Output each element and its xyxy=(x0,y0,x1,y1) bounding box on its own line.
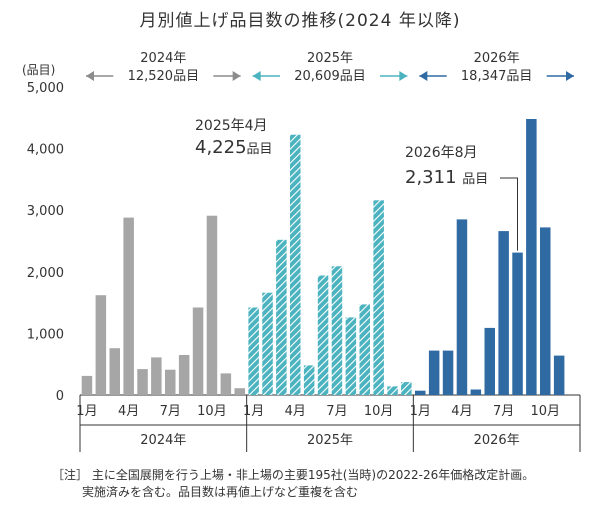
x-tick-label: 7月 xyxy=(160,404,181,419)
total-arrow-left-head xyxy=(252,71,261,81)
bar-2024年-2 xyxy=(95,295,107,395)
annotation-leader-line xyxy=(500,177,518,251)
bar-2025年-6 xyxy=(317,275,329,395)
bar-2026年-7 xyxy=(498,231,509,395)
bar-2025年-5 xyxy=(303,365,315,395)
bar-2026年-1 xyxy=(415,390,426,395)
footnote-line-1: ［注］ 主に全国展開を行う上場・非上場の主要195社(当時)の2022-26年価… xyxy=(52,468,535,482)
bar-2026年-10 xyxy=(540,227,551,395)
x-tick-label: 1月 xyxy=(410,404,431,419)
bar-2024年-7 xyxy=(165,369,176,395)
x-tick-label: 10月 xyxy=(531,404,561,419)
bar-2026年-4 xyxy=(456,219,468,395)
bar-2024年-8 xyxy=(178,355,190,395)
bar-2024年-1 xyxy=(81,375,93,395)
bar-2025年-7 xyxy=(331,266,343,395)
year-total-value: 20,609品目 xyxy=(294,69,366,84)
x-tick-label: 10月 xyxy=(197,404,227,419)
annotation-2026-08-label: 2026年8月 xyxy=(405,145,478,161)
bar-2026年-6 xyxy=(484,327,495,395)
y-tick-label: 0 xyxy=(56,389,64,404)
bar-2025年-2 xyxy=(262,292,273,395)
bar-2026年-5 xyxy=(470,389,482,395)
bar-2024年-6 xyxy=(151,357,162,395)
x-group-label-year: 2024年 xyxy=(140,433,186,448)
total-arrow-left-head xyxy=(86,71,94,81)
x-group-label-year: 2025年 xyxy=(307,433,353,448)
total-arrow-right-head xyxy=(399,71,408,81)
bar-2025年-10 xyxy=(373,200,384,395)
x-tick-label: 7月 xyxy=(493,404,514,419)
year-total-value: 12,520品目 xyxy=(128,69,200,84)
y-tick-label: 2,000 xyxy=(27,266,64,281)
footnote-line-2: 実施済みを含む。品目数は再値上げなど重複を含む xyxy=(82,485,359,499)
x-tick-label: 10月 xyxy=(364,404,394,419)
y-tick-label: 3,000 xyxy=(27,204,64,219)
bar-2025年-1 xyxy=(248,307,259,395)
bar-2026年-2 xyxy=(428,350,440,395)
bar-2024年-10 xyxy=(206,215,218,395)
bar-2026年-9 xyxy=(526,119,537,395)
bar-2025年-9 xyxy=(359,304,370,395)
chart-title: 月別値上げ品目数の推移(2024 年以降) xyxy=(139,11,461,31)
y-tick-label: 1,000 xyxy=(27,327,64,342)
year-total-label: 2024年 xyxy=(140,51,186,66)
year-total-label: 2025年 xyxy=(307,51,353,66)
bar-2026年-11 xyxy=(553,355,565,395)
annotation-2025-04-value: 4,225品目 xyxy=(195,137,273,158)
bar-2025年-8 xyxy=(345,317,357,395)
x-tick-label: 1月 xyxy=(243,404,264,419)
annotation-2026-08-value: 2,311 品目 xyxy=(405,167,488,188)
bar-2024年-5 xyxy=(137,369,148,395)
total-arrow-right-head xyxy=(566,71,574,81)
year-total-value: 18,347品目 xyxy=(461,69,533,84)
bar-2025年-12 xyxy=(401,382,412,395)
bar-2026年-8 xyxy=(512,252,523,395)
bar-2024年-9 xyxy=(192,307,204,395)
bar-2024年-11 xyxy=(220,373,232,395)
x-tick-label: 1月 xyxy=(76,404,97,419)
bar-2025年-4 xyxy=(290,134,301,395)
x-group-label-year: 2026年 xyxy=(474,433,520,448)
year-total-label: 2026年 xyxy=(474,51,520,66)
y-tick-label: 5,000 xyxy=(27,81,64,96)
total-arrow-right-head xyxy=(232,71,241,81)
x-tick-label: 4月 xyxy=(285,404,306,419)
bar-2025年-3 xyxy=(276,239,287,395)
bar-2024年-12 xyxy=(234,388,245,395)
x-tick-label: 4月 xyxy=(118,404,139,419)
bar-2024年-3 xyxy=(109,348,120,395)
annotation-2025-04-label: 2025年4月 xyxy=(195,118,268,134)
bar-2024年-4 xyxy=(123,217,134,395)
x-tick-label: 4月 xyxy=(451,404,472,419)
bar-2025年-11 xyxy=(387,386,398,395)
bar-2026年-3 xyxy=(442,350,454,395)
y-tick-label: 4,000 xyxy=(27,143,64,158)
y-axis-unit-label: (品目) xyxy=(22,63,55,77)
x-tick-label: 7月 xyxy=(326,404,347,419)
total-arrow-left-head xyxy=(419,71,428,81)
